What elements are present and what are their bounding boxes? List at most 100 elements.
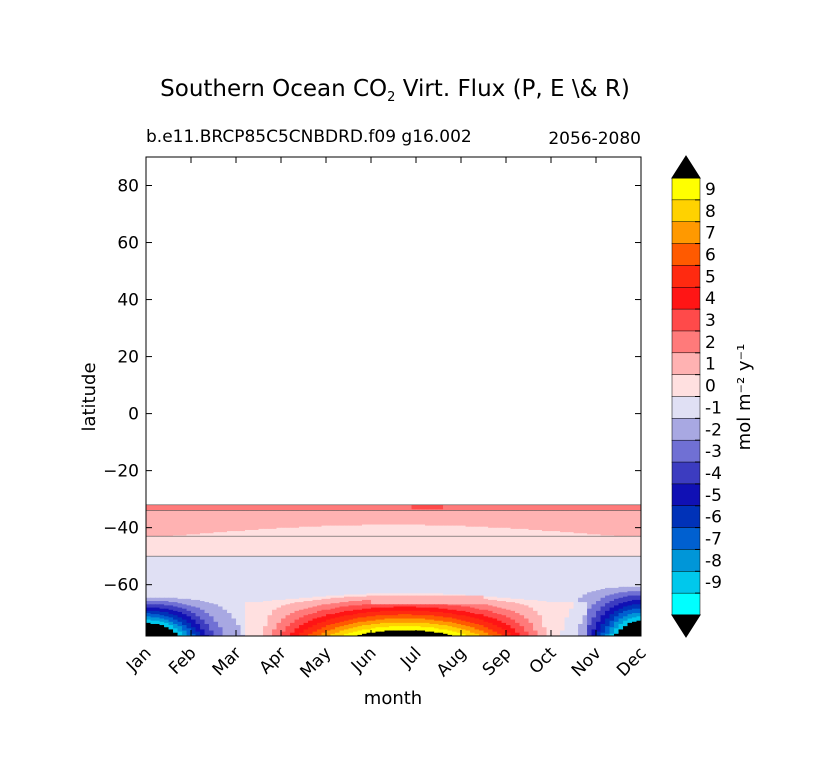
field-cell (218, 531, 224, 533)
field-cell (587, 534, 593, 537)
field-cell (533, 525, 539, 528)
field-cell (537, 550, 543, 553)
field-cell (303, 526, 309, 529)
field-cell (501, 521, 507, 523)
field-cell (344, 551, 350, 554)
field-cell (479, 548, 485, 551)
field-cell (456, 548, 462, 551)
field-cell (339, 551, 345, 554)
field-cell (272, 505, 278, 508)
field-cell (317, 507, 323, 509)
field-cell (542, 540, 548, 543)
field-cell (272, 527, 278, 530)
field-cell (245, 552, 251, 555)
field-cell (150, 507, 156, 509)
field-cell (623, 532, 629, 534)
field-cell (618, 516, 624, 519)
field-cell (204, 523, 210, 526)
field-cell (542, 538, 548, 541)
field-cell (317, 544, 323, 546)
field-cell (402, 531, 408, 533)
field-cell (528, 511, 534, 514)
field-cell (258, 526, 264, 529)
field-cell (614, 521, 620, 523)
field-cell (362, 509, 368, 511)
field-cell (380, 550, 386, 553)
field-cell (456, 517, 462, 520)
field-cell (321, 538, 327, 541)
field-cell (537, 545, 543, 547)
field-cell (434, 542, 440, 544)
field-cell (465, 515, 471, 518)
field-cell (569, 505, 575, 508)
field-cell (483, 507, 489, 509)
field-cell (357, 511, 363, 514)
field-cell (596, 526, 602, 529)
field-cell (249, 522, 255, 525)
field-cell (501, 525, 507, 528)
field-cell (177, 528, 183, 531)
field-cell (200, 519, 206, 521)
field-cell (294, 527, 300, 530)
field-cell (533, 533, 539, 535)
field-cell (317, 532, 323, 534)
field-cell (339, 544, 345, 546)
field-cell (384, 545, 390, 547)
field-cell (555, 519, 561, 521)
field-cell (420, 552, 426, 555)
field-cell (524, 548, 530, 551)
field-cell (461, 539, 467, 542)
field-cell (191, 544, 197, 546)
field-cell (510, 520, 516, 522)
field-cell (375, 540, 381, 543)
field-cell (420, 522, 426, 525)
field-cell (249, 543, 255, 545)
field-cell (276, 523, 282, 526)
field-cell (362, 524, 368, 527)
field-cell (632, 551, 638, 554)
field-cell (308, 514, 314, 517)
field-cell (263, 542, 269, 544)
field-cell (420, 507, 426, 509)
field-cell (389, 533, 395, 535)
field-cell (168, 523, 174, 526)
field-cell (591, 524, 597, 527)
field-cell (519, 539, 525, 542)
field-cell (542, 539, 548, 542)
field-cell (375, 545, 381, 547)
field-cell (245, 550, 251, 553)
field-cell (623, 513, 629, 516)
field-cell (159, 521, 165, 523)
field-cell (186, 511, 192, 514)
field-cell (578, 521, 584, 523)
field-cell (155, 538, 161, 541)
field-cell (299, 545, 305, 547)
field-cell (245, 513, 251, 516)
field-cell (204, 515, 210, 518)
field-cell (416, 515, 422, 518)
field-cell (555, 537, 561, 540)
field-cell (375, 511, 381, 514)
field-cell (389, 540, 395, 543)
field-cell (506, 543, 512, 545)
field-cell (429, 514, 435, 517)
field-cell (434, 528, 440, 531)
field-cell (218, 533, 224, 535)
field-cell (326, 508, 332, 510)
field-cell (636, 540, 641, 543)
field-cell (146, 504, 152, 507)
field-cell (317, 509, 323, 511)
field-cell (483, 508, 489, 510)
field-cell (371, 533, 377, 535)
field-cell (204, 543, 210, 545)
field-cell (285, 507, 291, 509)
field-cell (452, 505, 458, 508)
field-cell (213, 528, 219, 531)
field-cell (479, 529, 485, 532)
field-cell (222, 534, 228, 537)
field-cell (627, 540, 633, 543)
field-cell (164, 514, 170, 517)
field-cell (344, 524, 350, 527)
field-cell (497, 513, 503, 516)
field-cell (407, 537, 413, 540)
